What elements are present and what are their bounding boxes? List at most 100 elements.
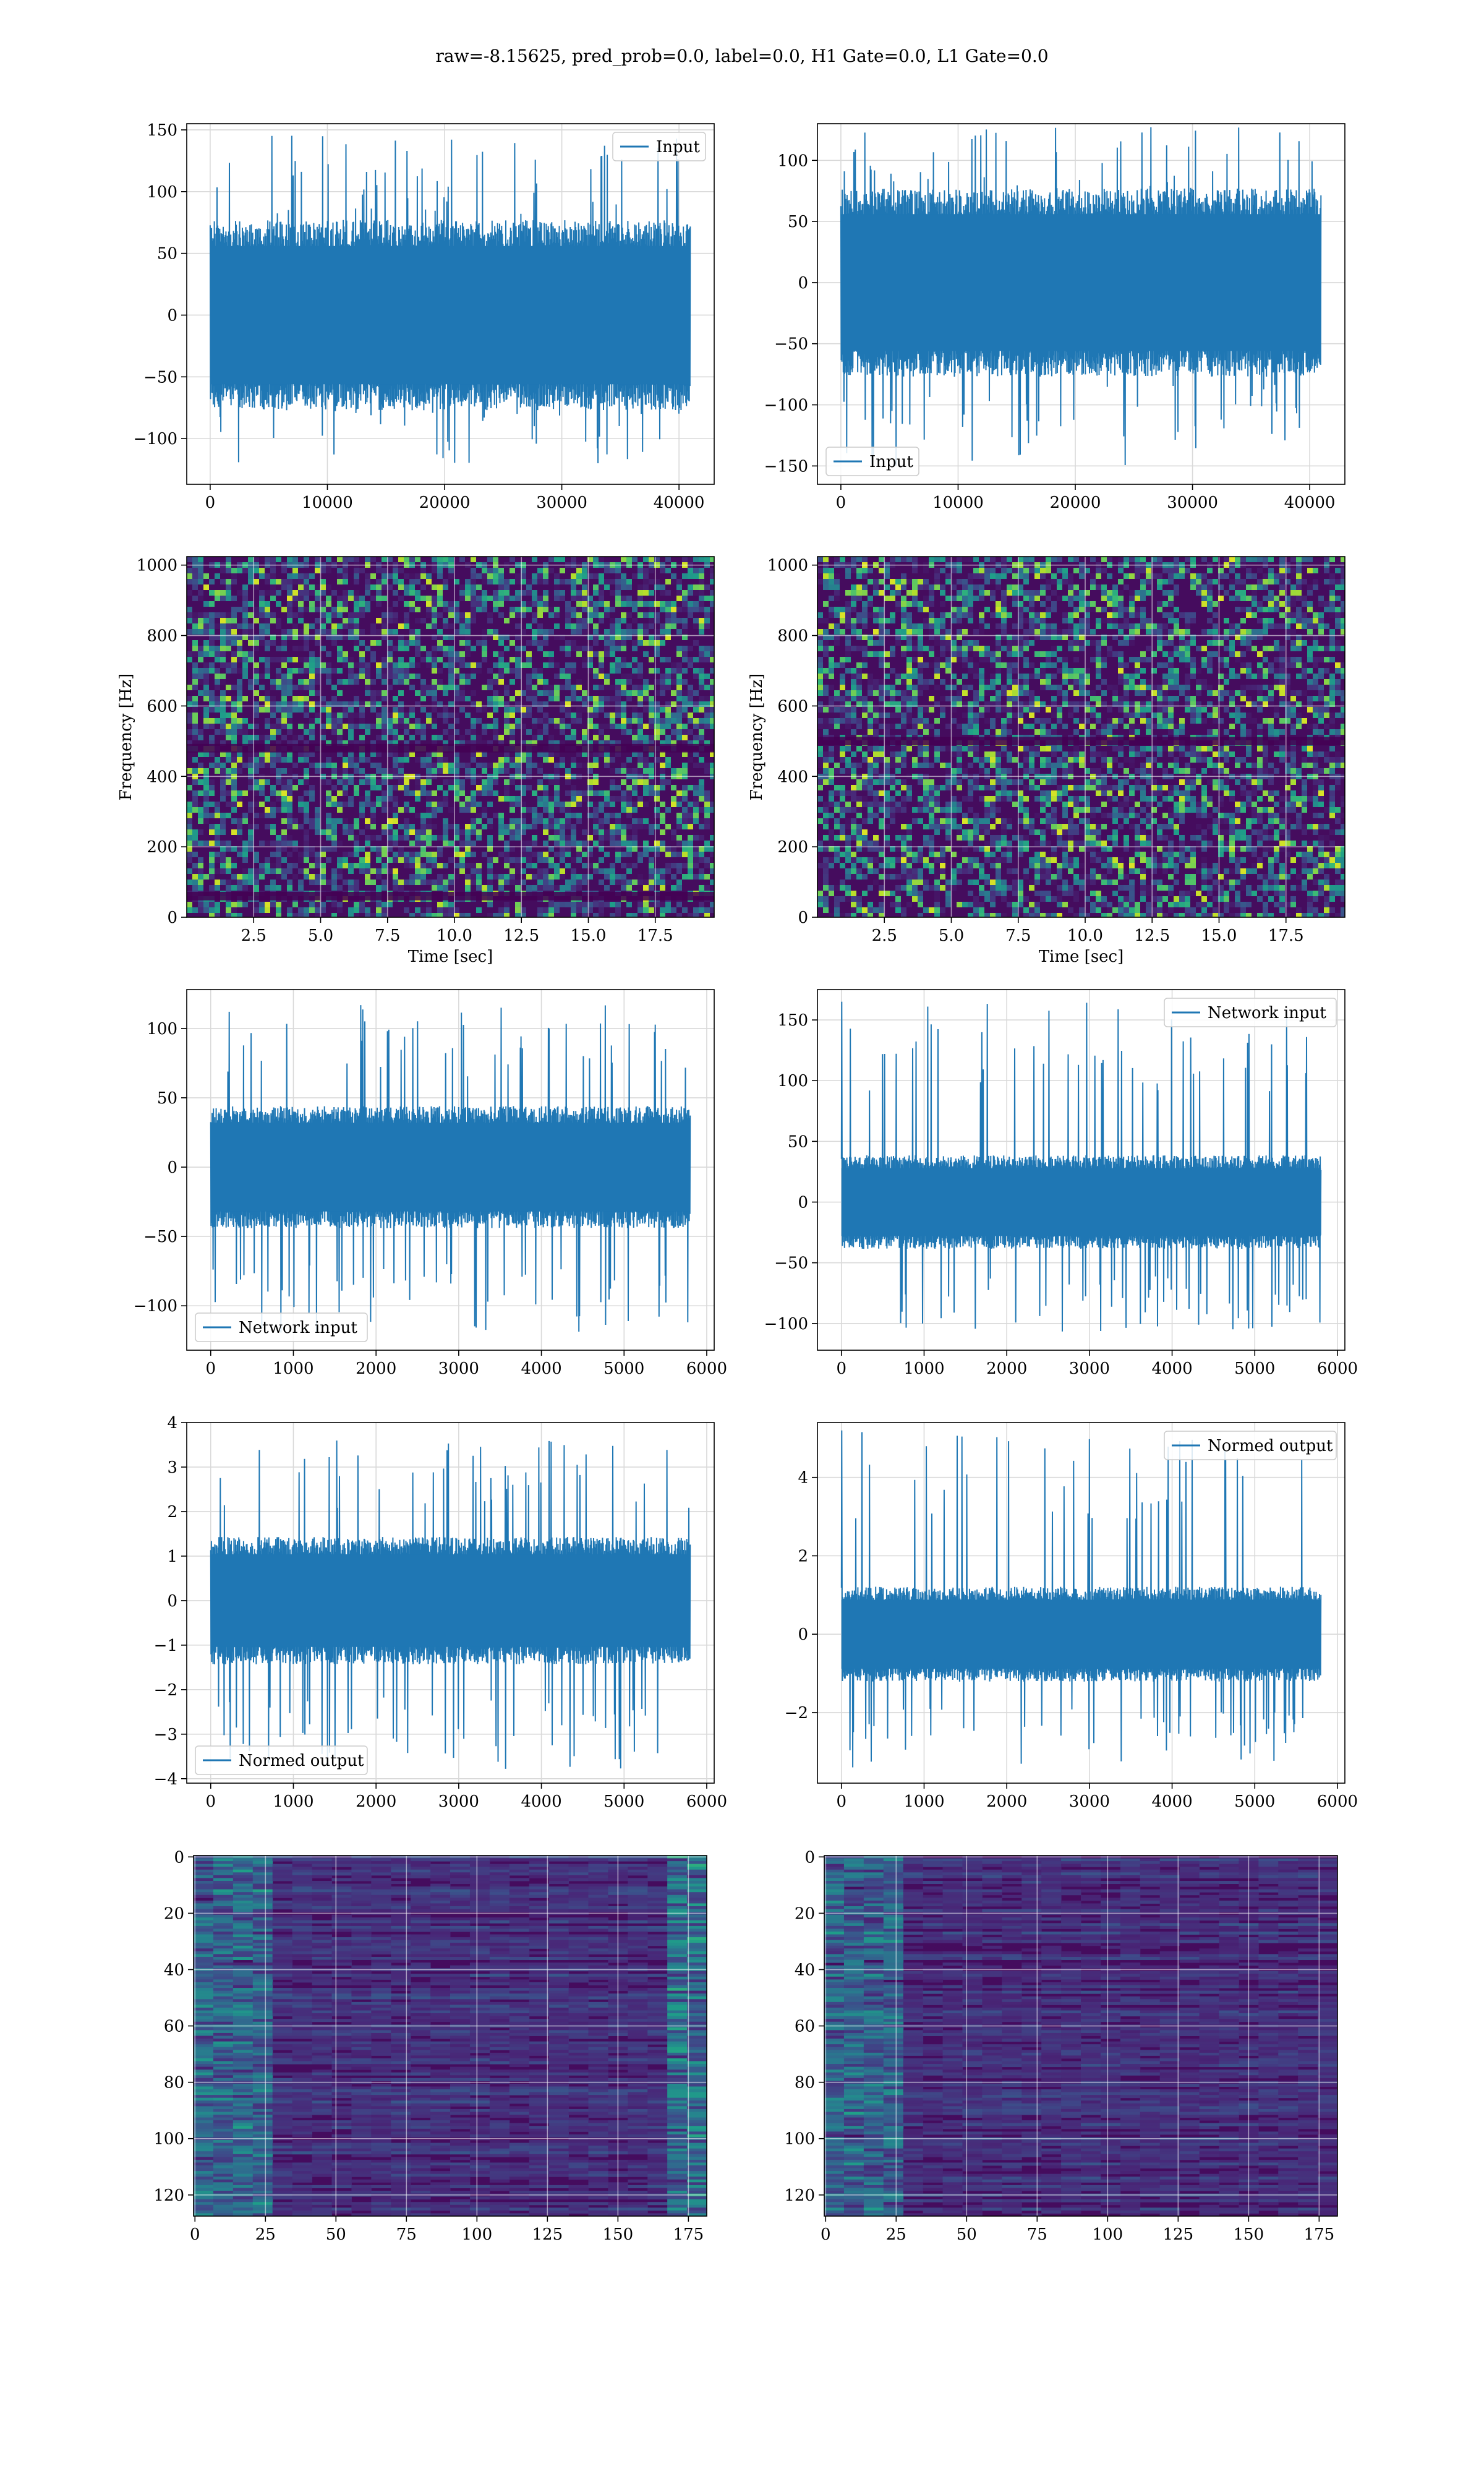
heatmap-cell: [654, 612, 660, 618]
heatmap-cell: [537, 568, 543, 573]
heatmap-cell: [682, 679, 688, 685]
heatmap-cell: [929, 662, 934, 668]
heatmap-cell: [343, 857, 348, 863]
heatmap-cell: [951, 612, 957, 618]
heatmap-cell: [348, 635, 354, 640]
heatmap-cell: [248, 824, 254, 829]
heatmap-cell: [984, 651, 990, 657]
heatmap-cell: [242, 813, 248, 818]
heatmap-cell: [242, 596, 248, 601]
heatmap-cell: [515, 863, 521, 868]
heatmap-cell: [237, 802, 242, 807]
heatmap-cell: [665, 629, 671, 635]
heatmap-cell: [532, 724, 537, 729]
heatmap-cell: [454, 913, 459, 917]
heatmap-cell: [298, 657, 304, 662]
heatmap-cell: [671, 701, 676, 707]
heatmap-cell: [649, 685, 654, 690]
heatmap-cell: [265, 885, 270, 891]
heatmap-cell: [443, 635, 448, 640]
heatmap-cell: [459, 841, 465, 846]
heatmap-cell: [693, 718, 699, 724]
heatmap-cell: [448, 623, 454, 629]
heatmap-cell: [387, 751, 393, 757]
heatmap-cell: [354, 696, 359, 701]
heatmap-cell: [393, 796, 398, 802]
heatmap-cell: [676, 584, 682, 590]
x-tick-label: 40000: [1284, 494, 1336, 512]
heatmap-cell: [599, 907, 604, 913]
heatmap-cell: [532, 640, 537, 646]
heatmap-cell: [348, 724, 354, 729]
heatmap-cell: [1290, 657, 1296, 662]
heatmap-cell: [1023, 573, 1029, 579]
heatmap-cell: [510, 640, 515, 646]
heatmap-cell: [548, 735, 554, 740]
heatmap-cell: [688, 913, 693, 917]
heatmap-cell: [1174, 629, 1179, 635]
heatmap-cell: [665, 902, 671, 907]
heatmap-cell: [237, 880, 242, 885]
heatmap-cell: [521, 573, 526, 579]
heatmap-cell: [593, 913, 599, 917]
heatmap-cell: [671, 662, 676, 668]
heatmap-cell: [465, 729, 471, 735]
heatmap-cell: [582, 907, 587, 913]
heatmap-cell: [498, 584, 504, 590]
heatmap-cell: [945, 662, 951, 668]
heatmap-cell: [254, 768, 259, 774]
heatmap-cell: [621, 718, 626, 724]
heatmap-cell: [560, 902, 565, 907]
heatmap-cell: [582, 874, 587, 880]
heatmap-cell: [1112, 651, 1118, 657]
heatmap-cell: [231, 902, 237, 907]
heatmap-cell: [320, 874, 326, 880]
heatmap-cell: [934, 640, 940, 646]
heatmap-cell: [192, 668, 198, 674]
heatmap-cell: [359, 863, 365, 868]
heatmap-cell: [398, 724, 404, 729]
heatmap-cell: [276, 679, 281, 685]
heatmap-cell: [560, 635, 565, 640]
heatmap-cell: [493, 601, 498, 607]
heatmap-cell: [1012, 601, 1018, 607]
heatmap-cell: [565, 623, 571, 629]
heatmap-cell: [845, 623, 851, 629]
heatmap-cell: [1174, 557, 1179, 562]
heatmap-cell: [1201, 579, 1207, 584]
heatmap-cell: [1118, 579, 1124, 584]
heatmap-cell: [376, 629, 382, 635]
heatmap-cell: [526, 674, 532, 679]
heatmap-cell: [615, 640, 621, 646]
heatmap-cell: [521, 807, 526, 813]
heatmap-cell: [192, 701, 198, 707]
heatmap-cell: [393, 868, 398, 874]
heatmap-cell: [248, 657, 254, 662]
heatmap-cell: [248, 880, 254, 885]
heatmap-cell: [432, 824, 437, 829]
heatmap-cell: [320, 707, 326, 713]
heatmap-cell: [192, 568, 198, 573]
heatmap-cell: [1157, 623, 1162, 629]
heatmap-cell: [220, 707, 226, 713]
heatmap-cell: [610, 824, 615, 829]
heatmap-cell: [287, 596, 292, 601]
heatmap-cell: [309, 657, 315, 662]
heatmap-cell: [571, 579, 576, 584]
heatmap-cell: [1335, 612, 1341, 618]
heatmap-cell: [420, 696, 426, 701]
heatmap-cell: [287, 584, 292, 590]
heatmap-cell: [343, 573, 348, 579]
heatmap-cell: [298, 907, 304, 913]
heatmap-cell: [471, 701, 476, 707]
heatmap-cell: [543, 907, 548, 913]
heatmap-cell: [343, 863, 348, 868]
heatmap-cell: [454, 657, 459, 662]
heatmap-cell: [354, 885, 359, 891]
heatmap-cell: [671, 885, 676, 891]
heatmap-cell: [851, 618, 856, 623]
heatmap-cell: [471, 601, 476, 607]
heatmap-cell: [476, 607, 482, 612]
heatmap-cell: [448, 557, 454, 562]
heatmap-cell: [382, 668, 387, 674]
